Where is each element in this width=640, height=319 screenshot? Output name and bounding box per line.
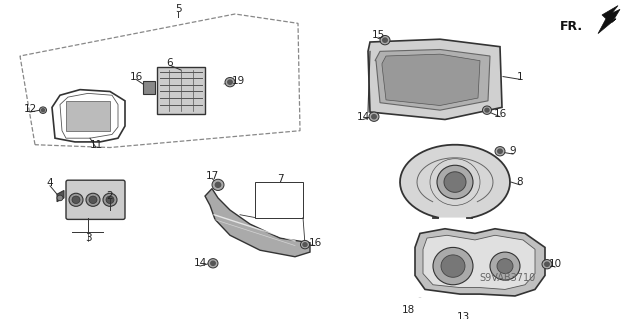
Polygon shape <box>598 6 620 33</box>
Text: 6: 6 <box>166 57 173 68</box>
Circle shape <box>215 182 221 187</box>
Text: 13: 13 <box>456 312 470 319</box>
Circle shape <box>542 260 552 269</box>
Circle shape <box>463 309 467 313</box>
Text: 10: 10 <box>548 259 561 269</box>
Text: 2: 2 <box>107 191 113 201</box>
Text: 12: 12 <box>24 104 36 114</box>
FancyBboxPatch shape <box>66 101 110 131</box>
Text: 3: 3 <box>84 233 92 243</box>
Circle shape <box>441 255 465 277</box>
Text: 4: 4 <box>47 178 53 188</box>
Circle shape <box>303 243 307 247</box>
Circle shape <box>106 196 114 204</box>
Polygon shape <box>375 49 490 110</box>
Polygon shape <box>400 145 510 218</box>
Circle shape <box>57 195 63 201</box>
Text: 7: 7 <box>276 174 284 184</box>
Circle shape <box>444 172 466 192</box>
Circle shape <box>495 147 505 156</box>
FancyBboxPatch shape <box>157 67 205 114</box>
Text: S9VAB3710: S9VAB3710 <box>480 273 536 283</box>
Circle shape <box>228 80 232 84</box>
Polygon shape <box>57 190 64 202</box>
Circle shape <box>40 107 47 114</box>
FancyBboxPatch shape <box>66 180 125 219</box>
Circle shape <box>301 241 310 249</box>
Text: 5: 5 <box>175 4 181 14</box>
Text: 16: 16 <box>129 71 143 82</box>
Text: 8: 8 <box>516 177 524 187</box>
Circle shape <box>490 252 520 280</box>
Circle shape <box>69 193 83 206</box>
Circle shape <box>460 306 470 315</box>
Text: 19: 19 <box>232 76 244 86</box>
Circle shape <box>211 261 215 265</box>
Text: 11: 11 <box>90 140 102 150</box>
Circle shape <box>485 108 489 112</box>
Polygon shape <box>368 39 502 120</box>
Text: 16: 16 <box>493 109 507 119</box>
Text: 14: 14 <box>193 258 207 268</box>
Polygon shape <box>415 229 545 296</box>
Polygon shape <box>205 189 310 257</box>
Circle shape <box>380 35 390 45</box>
Polygon shape <box>423 235 535 289</box>
Circle shape <box>437 165 473 199</box>
Circle shape <box>208 259 218 268</box>
Circle shape <box>369 112 379 121</box>
FancyBboxPatch shape <box>143 81 155 94</box>
Circle shape <box>86 193 100 206</box>
Circle shape <box>415 298 426 308</box>
Circle shape <box>225 78 235 87</box>
Circle shape <box>483 106 492 115</box>
Text: 16: 16 <box>308 238 322 248</box>
Circle shape <box>103 193 117 206</box>
Text: 9: 9 <box>509 146 516 156</box>
Text: 17: 17 <box>205 171 219 181</box>
Circle shape <box>497 259 513 274</box>
Circle shape <box>498 149 502 153</box>
Circle shape <box>212 179 224 190</box>
Polygon shape <box>382 54 480 106</box>
Circle shape <box>372 115 376 119</box>
Circle shape <box>417 301 422 306</box>
Text: FR.: FR. <box>560 20 583 33</box>
Circle shape <box>72 196 80 204</box>
Text: 15: 15 <box>371 31 385 41</box>
Circle shape <box>433 248 473 285</box>
Text: 14: 14 <box>356 112 370 122</box>
Circle shape <box>42 109 45 112</box>
Text: 18: 18 <box>401 305 415 315</box>
Circle shape <box>89 196 97 204</box>
Circle shape <box>545 262 549 266</box>
Circle shape <box>383 38 387 42</box>
Text: 1: 1 <box>516 71 524 82</box>
